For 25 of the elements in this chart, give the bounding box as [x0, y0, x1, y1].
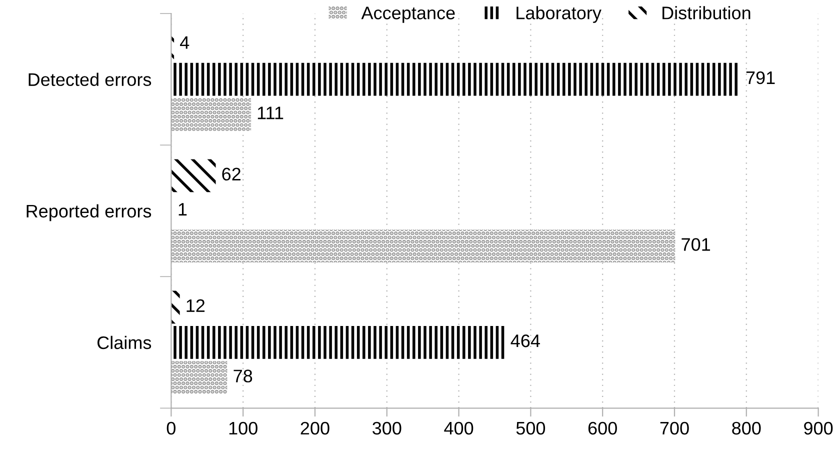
x-tick-label: 400 — [444, 422, 474, 435]
x-tick-label: 700 — [660, 422, 689, 435]
x-tick-label: 100 — [229, 422, 258, 435]
data-label: 4 — [180, 36, 190, 49]
data-label: 62 — [222, 168, 240, 180]
x-tick-label: 800 — [732, 422, 761, 435]
x-tick-label: 0 — [166, 422, 176, 435]
y-tick-label: Reported errors — [26, 204, 152, 222]
data-label: 12 — [186, 299, 205, 312]
legend-label: Acceptance — [361, 6, 455, 23]
x-tick-label: 900 — [804, 422, 833, 435]
x-tick-label: 300 — [372, 422, 402, 435]
y-tick-label: Claims — [97, 336, 152, 350]
data-label: 111 — [258, 106, 284, 120]
legend-label: Distribution — [662, 6, 750, 20]
data-label: 701 — [682, 238, 710, 251]
x-tick-label: 600 — [588, 422, 617, 435]
data-label: 464 — [510, 334, 540, 348]
y-tick-label: Detected errors — [28, 72, 152, 86]
data-label: 78 — [234, 370, 252, 382]
x-tick-label: 500 — [516, 422, 546, 435]
data-label: 791 — [746, 71, 775, 84]
x-tick-label: 200 — [300, 422, 330, 435]
legend-label: Laboratory — [516, 6, 602, 23]
data-label: 1 — [178, 203, 187, 216]
